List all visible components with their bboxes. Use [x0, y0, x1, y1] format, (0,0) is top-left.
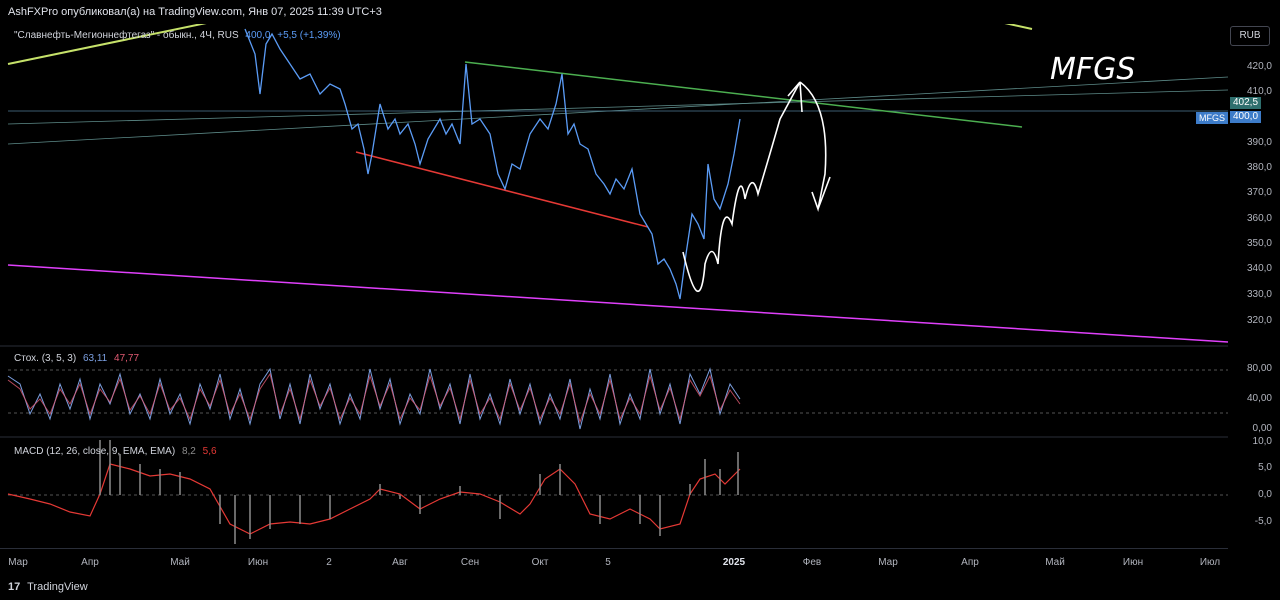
last-price-badge: 400,0: [1230, 111, 1262, 123]
forecast-arrow: [682, 81, 831, 292]
macd-tick: 10,0: [1252, 436, 1272, 447]
stoch-k-value: 63,11: [82, 353, 108, 364]
time-label: Сен: [460, 557, 480, 568]
time-label: Окт: [531, 557, 549, 568]
price-series: [244, 28, 741, 300]
time-label: Апр: [81, 557, 99, 568]
macd-signal-value: 5,6: [202, 446, 217, 457]
macd-value: 8,2: [181, 446, 196, 457]
time-label: 2: [326, 557, 332, 568]
resistance-line: [464, 61, 1023, 128]
macd-label: MACD (12, 26, close, 9, EMA, EMA): [14, 446, 176, 457]
tradingview-logo-icon[interactable]: 17: [8, 581, 21, 593]
time-label: Июн: [247, 557, 269, 568]
magenta-trendline: [7, 264, 1229, 343]
time-label: Фев: [802, 557, 822, 568]
yellow-trendline-left: [7, 24, 207, 65]
time-label: 2025: [722, 557, 746, 568]
stoch-tick: 80,00: [1246, 363, 1272, 374]
time-label: Мар: [8, 557, 28, 568]
time-label: Июл: [1199, 557, 1221, 568]
time-label: Апр: [961, 557, 979, 568]
price-tick: 340,0: [1246, 263, 1272, 274]
time-label: Июн: [1122, 557, 1144, 568]
price-tick: 380,0: [1246, 162, 1272, 173]
stoch-tick: 40,00: [1246, 393, 1272, 404]
main-legend[interactable]: "Славнефть-Мегионнефтегаз" - обыкн., 4Ч,…: [14, 30, 345, 41]
price-tick: 350,0: [1246, 238, 1272, 249]
stoch-d-line: [7, 372, 741, 424]
price-tick: 360,0: [1246, 213, 1272, 224]
macd-tick: 0,0: [1258, 489, 1272, 500]
currency-button[interactable]: RUB: [1230, 26, 1270, 46]
macd-tick: 5,0: [1258, 462, 1272, 473]
stoch-legend[interactable]: Стох. (3, 5, 3) 63,11 47,77: [14, 353, 143, 364]
publisher-line: AshFXPro опубликовал(а) на TradingView.c…: [8, 6, 382, 18]
channel-line-upper: [7, 76, 1229, 145]
high-price-badge: 402,5: [1230, 97, 1262, 109]
time-label: Май: [1045, 557, 1065, 568]
macd-signal-line: [7, 463, 741, 535]
yellow-trendline-right: [1004, 24, 1033, 30]
price-tick: 320,0: [1246, 315, 1272, 326]
macd-histogram: [99, 440, 739, 544]
footer-brand[interactable]: TradingView: [27, 581, 88, 593]
stoch-k-line: [7, 367, 741, 430]
price-tick: 420,0: [1246, 61, 1272, 72]
macd-legend[interactable]: MACD (12, 26, close, 9, EMA, EMA) 8,2 5,…: [14, 446, 221, 457]
stoch-tick: 0,00: [1252, 423, 1272, 434]
price-change: +5,5 (+1,39%): [277, 30, 341, 41]
price-tick: 370,0: [1246, 187, 1272, 198]
last-price: 400,0: [245, 30, 271, 41]
symbol-price-tag: MFGS: [1196, 112, 1228, 124]
stoch-d-value: 47,77: [114, 353, 140, 364]
price-tick: 390,0: [1246, 137, 1272, 148]
stoch-label: Стох. (3, 5, 3): [14, 353, 77, 364]
time-label: Авг: [392, 557, 408, 568]
time-axis[interactable]: Мар Апр Май Июн 2 Авг Сен Окт 5 2025 Фев…: [0, 548, 1228, 573]
price-tick: 330,0: [1246, 289, 1272, 300]
footer: 17 TradingView: [0, 574, 1280, 600]
symbol-label: "Славнефть-Мегионнефтегаз" - обыкн., 4Ч,…: [14, 30, 239, 41]
macd-tick: -5,0: [1254, 516, 1272, 527]
chart-canvas[interactable]: [0, 24, 1280, 574]
mfgs-annotation: MFGS: [1050, 52, 1136, 87]
support-line: [355, 151, 649, 228]
time-label: 5: [605, 557, 611, 568]
time-label: Май: [170, 557, 190, 568]
time-label: Мар: [878, 557, 898, 568]
price-tick: 410,0: [1246, 86, 1272, 97]
channel-line-mid: [7, 89, 1229, 125]
